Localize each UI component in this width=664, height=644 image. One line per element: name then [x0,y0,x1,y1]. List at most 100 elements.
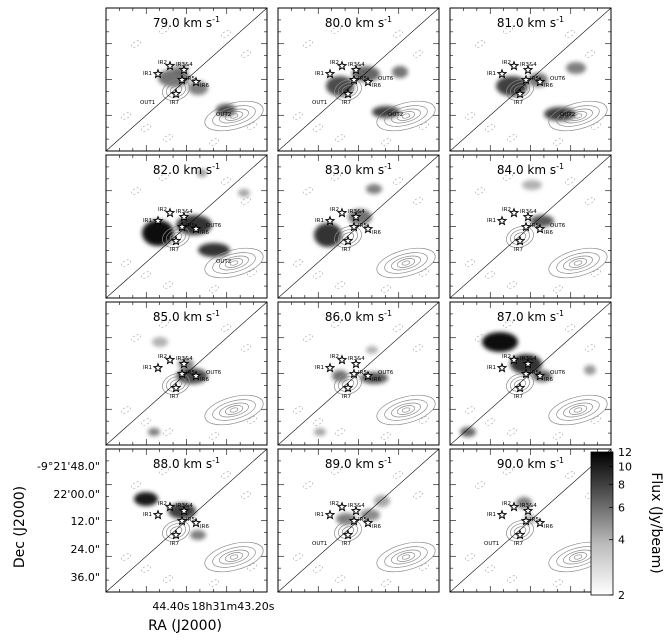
negative-contour [553,285,563,293]
contour [568,405,588,415]
negative-contour [163,428,173,436]
negative-contour [553,579,563,587]
source-label: IR1 [143,71,152,77]
emission-blob [360,509,380,521]
contour [401,113,411,119]
source-star-marker [190,517,202,528]
velocity-label: 89.0 km s-1 [325,456,392,471]
negative-contour [293,259,303,267]
colorbar-tick-label: 4 [618,534,625,547]
velocity-unit-superscript: -1 [212,162,220,171]
source-star-marker [178,64,190,75]
contour [384,546,428,568]
velocity-label: 85.0 km s-1 [153,309,220,324]
negative-contour [591,269,601,277]
source-star-marker [170,235,182,246]
colorbar-ticks: 12 10 8 6 4 2 [609,446,632,602]
contour [212,546,256,568]
outflow-label: OUT1 [312,541,327,547]
contour [204,541,264,573]
velocity-unit-superscript: -1 [556,456,564,465]
emission-blob [544,107,576,121]
source-label: IR7 [342,100,351,106]
negative-contour [313,124,323,132]
emission-blob [314,428,326,436]
emission-blob [176,368,208,384]
source-label: IR2 [158,354,167,360]
contour [563,108,593,124]
contour [212,252,256,274]
contour [376,394,436,426]
negative-contour [313,418,323,426]
source-label: IR3&4 [176,62,193,68]
source-label: IR6 [200,377,209,383]
contour [204,247,264,279]
velocity-unit-superscript: -1 [384,309,392,318]
emission-blob [238,189,250,197]
velocity-label: 79.0 km s-1 [153,15,220,30]
contour [391,402,421,418]
negative-contour [565,471,575,479]
negative-contour [393,324,403,332]
negative-contour [209,432,219,440]
colorbar: 12 10 8 6 4 2 Flux (Jy/beam) [590,446,664,602]
negative-contour [163,134,173,142]
source-label: IR7 [170,100,179,106]
x-axis-ticks: 44.40s 18h31m43.20s [152,600,274,613]
negative-contour [553,138,563,146]
emission-blob [336,513,356,525]
negative-contour [585,344,595,352]
emission-blob [152,337,168,347]
source-label: IR5 [186,517,195,523]
x-axis-title: RA (J2000) [148,618,222,634]
source-star-marker [178,505,190,516]
velocity-unit-superscript: -1 [212,456,220,465]
colorbar-tick-label: 12 [618,446,632,459]
source-label: IR2 [502,207,511,213]
negative-contour [419,122,429,130]
negative-contour [131,481,141,489]
y-tick-label: 12.0" [70,515,100,528]
source-star-marker [362,517,374,528]
negative-contour [465,112,475,120]
source-label: IR6 [372,230,381,236]
negative-contour [485,418,495,426]
outflow-label: OUT6 [550,223,566,229]
negative-contour [121,112,131,120]
contour [396,111,416,121]
source-star-marker [176,515,188,526]
source-star-marker [152,362,164,373]
contour [568,258,588,268]
source-star-marker [520,221,532,232]
negative-contour [553,432,563,440]
source-star-marker [496,215,508,226]
contour [384,105,428,127]
negative-contour [413,197,423,205]
diagonal-line [278,155,439,298]
negative-contour [131,334,141,342]
outflow-label: OUT2 [560,112,575,118]
source-star-marker [336,354,348,365]
negative-contour [507,428,517,436]
contour [556,399,600,421]
velocity-unit-superscript: -1 [384,162,392,171]
source-star-marker [514,529,526,540]
source-star-marker [342,235,354,246]
velocity-unit-superscript: -1 [556,15,564,24]
negative-contour [331,173,341,181]
contour [384,399,428,421]
outflow-label: OUT6 [378,76,394,82]
negative-contour [335,134,345,142]
negative-contour [503,26,513,34]
emission-blob [522,180,542,190]
outflow-label: OUT1 [312,100,327,106]
negative-contour [393,177,403,185]
source-label: IR6 [200,230,209,236]
outflow-label: OUT2 [216,112,231,118]
panel-grid: IR1 IR2 IR3&4 IR5 IR6 IR7 OUT1 OUT2 79.0 km s-1 I… [105,7,612,593]
source-label: IR1 [315,365,324,371]
source-label: IR2 [330,60,339,66]
velocity-label: 80.0 km s-1 [325,15,392,30]
contour [229,554,239,560]
contour [334,373,362,395]
